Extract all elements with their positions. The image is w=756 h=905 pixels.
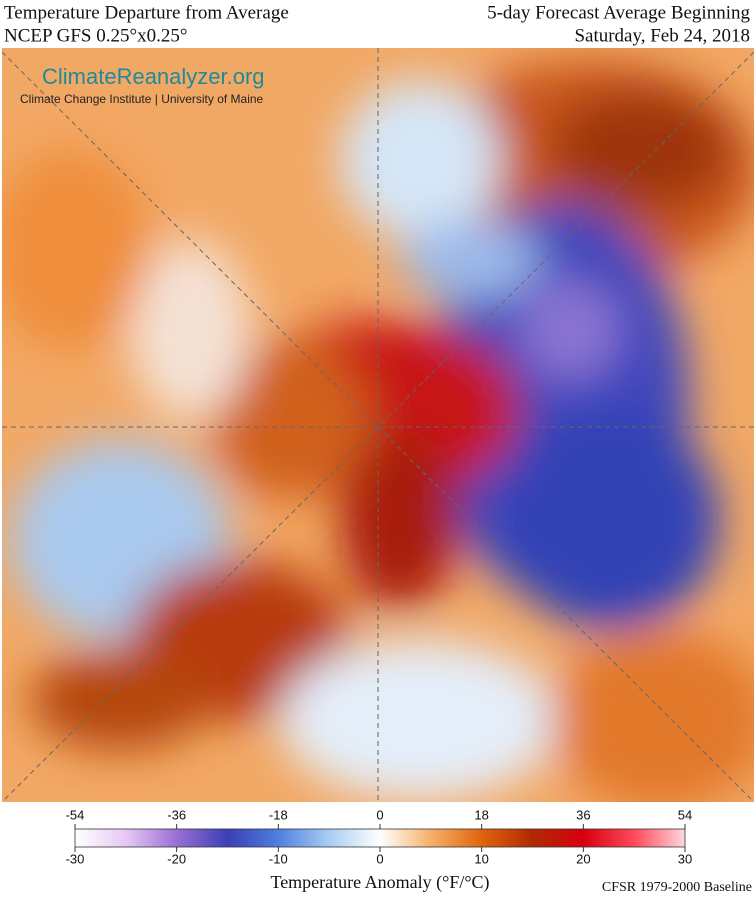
f-tick-label: 0 xyxy=(376,807,383,822)
title-right: 5-day Forecast Average Beginning xyxy=(487,2,750,23)
c-tick-label: -30 xyxy=(66,851,85,866)
subtitle-right: Saturday, Feb 24, 2018 xyxy=(574,25,750,46)
f-tick-label: 36 xyxy=(576,807,590,822)
title-left: Temperature Departure from Average xyxy=(4,2,289,23)
c-tick-label: 10 xyxy=(474,851,488,866)
baseline-note: CFSR 1979-2000 Baseline xyxy=(602,880,752,895)
institution: Climate Change Institute | University of… xyxy=(20,92,264,106)
f-tick-label: 18 xyxy=(474,807,488,822)
c-tick-label: 20 xyxy=(576,851,590,866)
subtitle-left: NCEP GFS 0.25°x0.25° xyxy=(4,25,187,46)
logo: ClimateReanalyzer.org xyxy=(42,64,265,89)
c-tick-label: -10 xyxy=(269,851,288,866)
f-tick-label: 54 xyxy=(678,807,692,822)
map xyxy=(2,48,754,802)
f-tick-label: -54 xyxy=(66,807,85,822)
f-tick-label: -36 xyxy=(167,807,186,822)
colorbar-label: Temperature Anomaly (°F/°C) xyxy=(270,872,489,893)
colorbar xyxy=(74,828,686,848)
f-tick-label: -18 xyxy=(269,807,288,822)
c-tick-label: 0 xyxy=(376,851,383,866)
c-tick-label: 30 xyxy=(678,851,692,866)
c-tick-label: -20 xyxy=(167,851,186,866)
